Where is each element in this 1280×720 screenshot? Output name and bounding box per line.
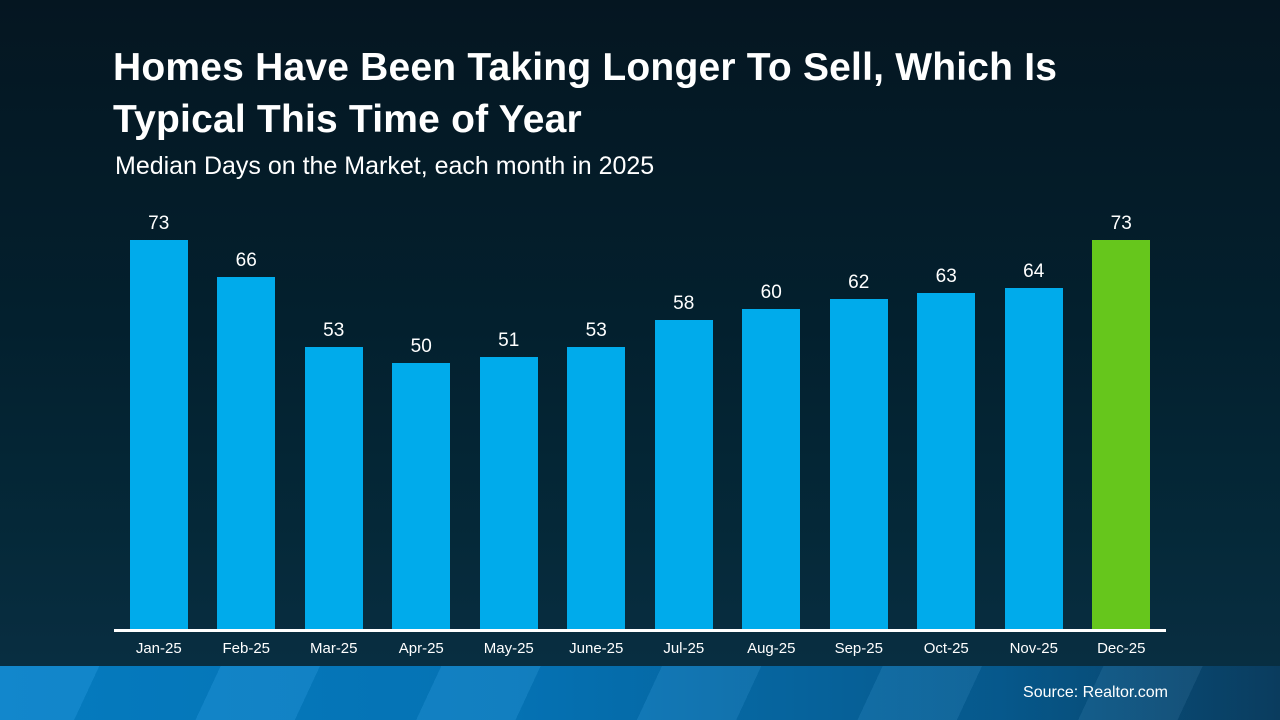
footer-bar: Source: Realtor.com	[0, 666, 1280, 720]
bar-value-label: 73	[1110, 213, 1132, 234]
source-label: Source: Realtor.com	[1023, 684, 1168, 701]
bar	[304, 347, 363, 629]
bar-value-label: 66	[235, 250, 257, 271]
bar-group: 66	[203, 250, 291, 629]
bar-group: 62	[815, 272, 903, 629]
bar-chart: 73 66 53 50 51 53 58 60 62 63 64 73	[115, 200, 1165, 629]
x-axis-line	[114, 629, 1166, 632]
bar-value-label: 60	[760, 282, 782, 303]
x-axis-label: Mar-25	[309, 640, 358, 657]
page-title: Homes Have Been Taking Longer To Sell, W…	[113, 42, 1057, 146]
bar-group: 64	[990, 261, 1078, 629]
bar	[129, 240, 188, 629]
bar	[217, 277, 276, 629]
bars-row: 73 66 53 50 51 53 58 60 62 63 64 73	[115, 200, 1165, 629]
x-axis-label: Oct-25	[923, 640, 969, 657]
bar-group: 60	[728, 282, 816, 629]
x-axis-label: Sep-25	[834, 640, 883, 657]
bar-group: 51	[465, 330, 553, 629]
x-axis-label: May-25	[483, 640, 534, 657]
bar-value-label: 64	[1023, 261, 1045, 282]
bar	[742, 309, 801, 629]
x-axis-label: Apr-25	[398, 640, 444, 657]
bar	[392, 363, 451, 629]
bar	[479, 357, 538, 629]
bar-group: 73	[115, 213, 203, 629]
bar	[917, 293, 976, 629]
bar-value-label: 50	[410, 336, 432, 357]
x-axis-label: Nov-25	[1009, 640, 1058, 657]
bar-group: 53	[290, 320, 378, 629]
bar-group: 50	[378, 336, 466, 629]
bar-value-label: 63	[935, 266, 957, 287]
title-line-1: Homes Have Been Taking Longer To Sell, W…	[113, 46, 1058, 89]
bar	[654, 320, 713, 629]
chart-subtitle: Median Days on the Market, each month in…	[115, 152, 655, 180]
bar	[829, 299, 888, 629]
bar-value-label: 53	[323, 320, 345, 341]
x-axis-label: Jan-25	[135, 640, 182, 657]
bar	[567, 347, 626, 629]
bar-highlighted	[1092, 240, 1151, 629]
bar-value-label: 58	[673, 293, 695, 314]
bar-group: 58	[640, 293, 728, 629]
bar-value-label: 73	[148, 213, 170, 234]
bar	[1004, 288, 1063, 629]
bar-group: 63	[903, 266, 991, 629]
bar-group: 73	[1078, 213, 1166, 629]
x-axis-labels: Jan-25 Feb-25 Mar-25 Apr-25 May-25 June-25 Jul…	[115, 639, 1165, 659]
bar-value-label: 53	[585, 320, 607, 341]
bar-value-label: 62	[848, 272, 870, 293]
bar-value-label: 51	[498, 330, 520, 351]
x-axis-label: Aug-25	[747, 640, 796, 657]
bar-group: 53	[553, 320, 641, 629]
title-line-2: Typical This Time of Year	[113, 98, 582, 141]
x-axis-label: Jul-25	[663, 640, 705, 657]
x-axis-label: Dec-25	[1097, 640, 1146, 657]
x-axis-label: June-25	[569, 640, 624, 657]
x-axis-label: Feb-25	[222, 640, 271, 657]
